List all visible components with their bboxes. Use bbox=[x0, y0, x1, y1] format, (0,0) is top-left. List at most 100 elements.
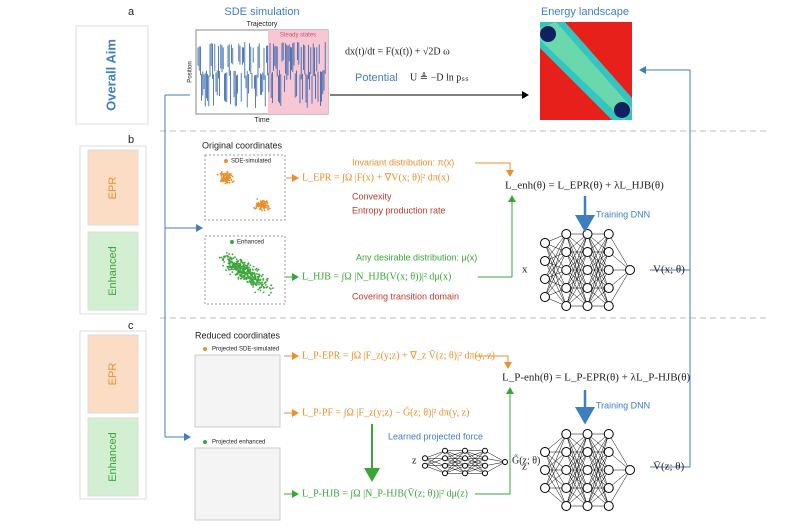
net-output: G̃(z; θ) bbox=[512, 453, 540, 466]
sample-point bbox=[239, 259, 242, 262]
net-node bbox=[582, 283, 593, 293]
sample-point bbox=[264, 281, 267, 283]
sample-point bbox=[231, 263, 234, 265]
sample-point bbox=[267, 207, 270, 209]
sample-point bbox=[250, 282, 253, 285]
net-node bbox=[462, 462, 468, 469]
sample-point bbox=[266, 202, 269, 204]
net-node bbox=[603, 501, 614, 511]
sample-point bbox=[238, 270, 241, 273]
net-edge bbox=[566, 433, 588, 489]
connector bbox=[475, 162, 514, 177]
net-edge bbox=[544, 433, 567, 471]
sample-point bbox=[220, 256, 223, 259]
sample-point bbox=[228, 253, 231, 255]
net-edge bbox=[608, 433, 631, 471]
sample-point bbox=[234, 256, 236, 259]
sample-point bbox=[260, 206, 262, 209]
net-edge bbox=[544, 233, 567, 262]
label: Potential bbox=[355, 72, 398, 84]
sample-point bbox=[228, 258, 231, 261]
net-edge bbox=[544, 251, 567, 298]
sample-point bbox=[227, 267, 229, 269]
annotation: Entropy production rate bbox=[352, 205, 446, 215]
sample-point bbox=[248, 266, 250, 269]
sample-point bbox=[231, 175, 234, 178]
sample-point bbox=[248, 280, 251, 282]
sample-point bbox=[226, 254, 228, 257]
sample-point bbox=[238, 262, 241, 265]
sample-point bbox=[261, 199, 264, 202]
sample-point bbox=[268, 287, 271, 289]
annotation: Convexity bbox=[352, 191, 392, 201]
net-edge bbox=[587, 269, 609, 307]
sample-point bbox=[248, 277, 250, 280]
plot-frame bbox=[194, 447, 281, 521]
net-edge bbox=[566, 233, 588, 271]
sample-point bbox=[246, 281, 249, 284]
net-node bbox=[582, 447, 593, 457]
connector bbox=[475, 355, 512, 369]
net-node bbox=[603, 465, 614, 475]
net-output: V̄(z; θ) bbox=[653, 461, 685, 473]
sample-point bbox=[233, 262, 236, 264]
sample-point bbox=[236, 265, 239, 268]
sample-point bbox=[243, 278, 246, 281]
sample-point bbox=[225, 173, 228, 176]
sample-point bbox=[232, 268, 235, 271]
sample-point bbox=[254, 291, 257, 294]
sample-point bbox=[251, 274, 254, 277]
net-node bbox=[603, 447, 614, 457]
sample-point bbox=[264, 284, 267, 286]
net-node bbox=[582, 429, 593, 439]
net-input: z bbox=[412, 455, 417, 466]
sample-point bbox=[247, 272, 249, 275]
sample-point bbox=[239, 264, 242, 267]
sample-point bbox=[255, 267, 258, 270]
net-node bbox=[540, 292, 550, 302]
sample-point bbox=[237, 268, 239, 271]
sample-point bbox=[230, 261, 233, 263]
sample-point bbox=[266, 285, 269, 288]
sample-point bbox=[259, 289, 262, 292]
sample-point bbox=[243, 275, 246, 278]
net-node bbox=[482, 462, 488, 469]
net-edge bbox=[587, 233, 609, 307]
net-edge bbox=[484, 450, 506, 463]
sample-point bbox=[230, 268, 233, 271]
side-frame bbox=[79, 145, 147, 315]
sample-point bbox=[268, 294, 270, 297]
net-node bbox=[582, 265, 593, 275]
sample-point bbox=[262, 279, 264, 281]
legend-label: SDE-simulated bbox=[231, 159, 271, 165]
legend-marker bbox=[230, 240, 234, 244]
net-node bbox=[603, 265, 614, 275]
equation: L_enh(θ) = L_EPR(θ) + λL_HJB(θ) bbox=[505, 180, 664, 192]
sample-point bbox=[253, 206, 256, 209]
sample-point bbox=[256, 275, 259, 278]
sample-point bbox=[263, 209, 266, 212]
sample-point bbox=[239, 261, 242, 263]
net-node bbox=[582, 501, 593, 511]
net-edge bbox=[566, 451, 588, 507]
net-node bbox=[540, 238, 550, 248]
net-node bbox=[442, 455, 448, 462]
annotation: Covering transition domain bbox=[352, 291, 459, 301]
sample-point bbox=[256, 269, 259, 272]
sample-point bbox=[224, 182, 227, 185]
legend-marker bbox=[224, 159, 228, 163]
sample-point bbox=[237, 276, 240, 279]
sample-point bbox=[256, 203, 259, 206]
net-node bbox=[482, 455, 488, 462]
net-edge bbox=[544, 451, 567, 489]
net-edge bbox=[566, 469, 588, 507]
sample-point bbox=[247, 271, 250, 273]
sample-point bbox=[234, 266, 237, 269]
axis-title: Trajectory bbox=[247, 21, 278, 28]
sample-point bbox=[245, 264, 248, 267]
net-node bbox=[540, 465, 550, 475]
sample-point bbox=[225, 175, 228, 178]
sample-point bbox=[242, 275, 245, 278]
sample-point bbox=[225, 251, 228, 254]
sample-point bbox=[257, 273, 260, 276]
